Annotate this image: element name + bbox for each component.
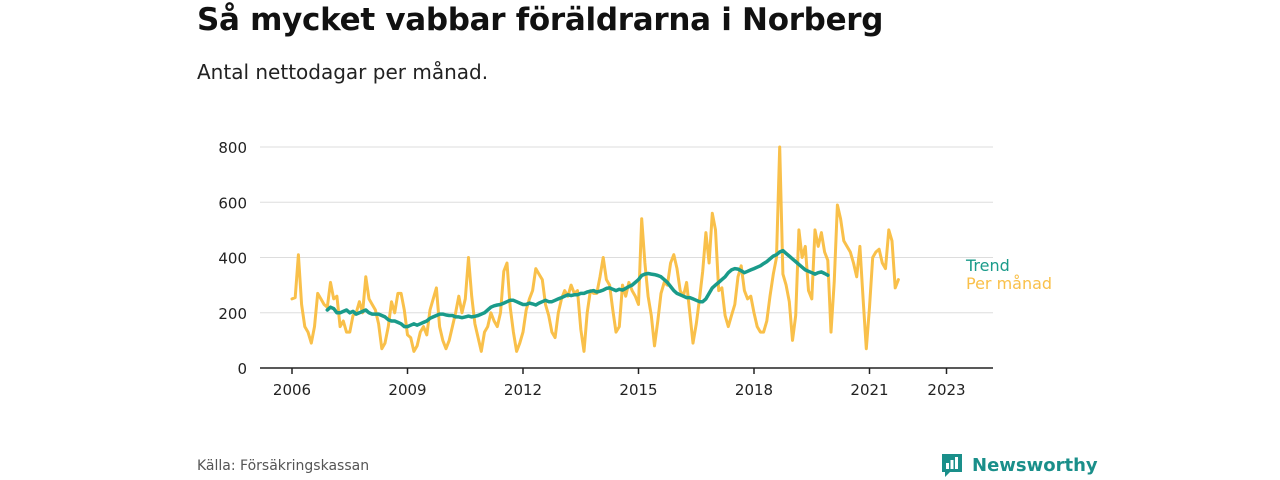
brand-name: Newsworthy (972, 454, 1098, 476)
monthly-series-label: Per månad (966, 274, 1052, 293)
source-note: Källa: Försäkringskassan (197, 458, 370, 474)
x-tick-label-2006: 2006 (273, 381, 311, 399)
y-tick-label-0: 0 (237, 360, 247, 378)
line-chart: 0 200 400 600 800 2006 2009 2012 2015 2018 2021 202… (218, 139, 1052, 399)
y-tick-label-200: 200 (218, 305, 247, 323)
x-tick-label-2009: 2009 (388, 381, 426, 399)
x-tick-label-2015: 2015 (619, 381, 657, 399)
x-tick-label-2021: 2021 (850, 381, 888, 399)
x-tick-label-2018: 2018 (735, 381, 773, 399)
y-tick-label-600: 600 (218, 194, 247, 212)
chart-subtitle: Antal nettodagar per månad. (197, 60, 489, 84)
newsworthy-logo: Newsworthy (940, 452, 1098, 478)
y-tick-label-800: 800 (218, 139, 247, 157)
newsworthy-logo-icon (942, 454, 962, 477)
chart-title: Så mycket vabbar föräldrarna i Norberg (197, 2, 884, 38)
trend-series-line (325, 248, 830, 329)
y-tick-label-400: 400 (218, 250, 247, 268)
monthly-series-line (290, 145, 900, 353)
x-tick-label-2023: 2023 (927, 381, 965, 399)
trend-series-label: Trend (965, 256, 1010, 275)
x-tick-label-2012: 2012 (504, 381, 542, 399)
